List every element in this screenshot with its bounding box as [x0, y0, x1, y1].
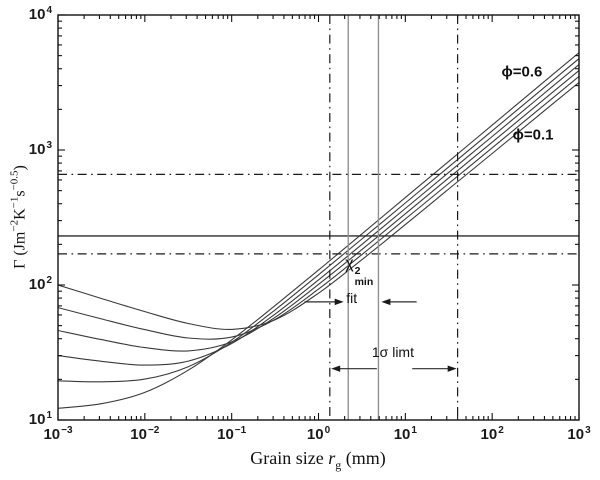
x-tick-label-10e-2: 10−2	[130, 425, 160, 443]
y-tick-label-10e1: 101	[28, 410, 52, 428]
chi-squared-symbol: χ 2 min	[345, 254, 374, 288]
chi-superscript: 2	[354, 264, 361, 277]
y-tick-label-10e2: 102	[28, 275, 52, 293]
label-chi-squared-min-fit: χ 2 min fit	[345, 254, 374, 306]
arrowhead	[447, 365, 457, 372]
label-phi-0.1: ϕ=0.1	[512, 126, 554, 144]
label-1-sigma-limit: 1σ limt	[371, 343, 414, 360]
curve-phi-0.1	[58, 81, 579, 330]
x-tick-label-10e1: 101	[393, 425, 417, 443]
curve-phi-0.4	[58, 64, 579, 366]
x-tick-label-10e-3: 10−3	[43, 425, 73, 443]
label-phi-0.6: ϕ=0.6	[501, 63, 543, 81]
arrowhead	[381, 298, 391, 306]
arrowhead	[331, 365, 341, 372]
y-tick-label-10e3: 103	[28, 140, 52, 158]
x-tick-label-10e2: 102	[480, 425, 504, 443]
x-axis-label: Grain size rg (mm)	[250, 448, 386, 472]
curve-phi-0.6	[58, 52, 579, 409]
x-tick-label-10e0: 100	[306, 425, 331, 443]
y-axis-label: Γ (Jm−2K−1s−0.5)	[8, 165, 29, 269]
axes	[57, 14, 580, 421]
reference-lines	[58, 15, 579, 420]
chi-subscript: min	[354, 275, 374, 288]
x-tick-label-10e-1: 10−1	[217, 425, 247, 443]
fit-text: fit	[346, 289, 358, 306]
y-tick-label-10e4: 104	[28, 5, 52, 23]
curves	[58, 52, 579, 409]
curve-phi-0.5	[58, 58, 579, 383]
x-tick-label-10e3: 103	[567, 425, 591, 443]
arrowhead	[334, 298, 344, 306]
annotation-arrows	[304, 298, 457, 372]
curve-phi-0.2	[58, 75, 579, 340]
curve-phi-0.3	[58, 70, 579, 352]
